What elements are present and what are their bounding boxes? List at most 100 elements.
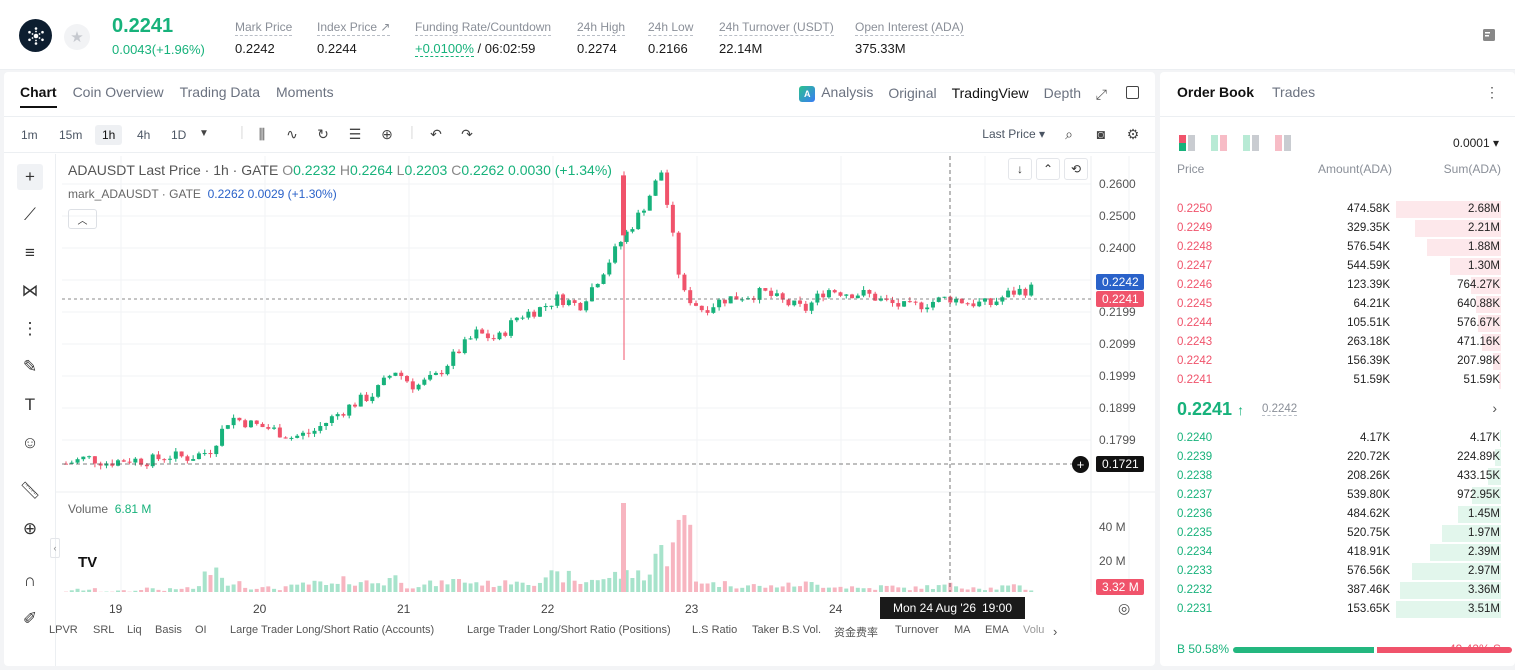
replay-icon[interactable]: ↻: [317, 126, 329, 142]
indicator-ema[interactable]: EMA: [985, 624, 1009, 636]
window-icon[interactable]: [1126, 86, 1139, 99]
precision-select[interactable]: 0.0001 ▾: [1452, 136, 1499, 150]
bid-row[interactable]: 0.2240 4.17K 4.17K: [1160, 429, 1515, 448]
timeframe-1h[interactable]: 1h: [95, 125, 123, 145]
tab-original[interactable]: Original: [888, 85, 937, 101]
indicator-large-trader-accounts[interactable]: Large Trader Long/Short Ratio (Accounts): [230, 624, 435, 636]
gear-icon[interactable]: ⚙: [1126, 126, 1140, 142]
bid-row[interactable]: 0.2238 208.26K 433.15K: [1160, 467, 1515, 486]
tab-trading-data[interactable]: Trading Data: [179, 84, 261, 100]
indicator-basis[interactable]: Basis: [155, 624, 182, 636]
timeframe-1d[interactable]: 1D: [171, 128, 187, 142]
bid-row[interactable]: 0.2233 576.56K 2.97M: [1160, 562, 1515, 581]
bid-row[interactable]: 0.2231 153.65K 3.51M: [1160, 600, 1515, 619]
ask-row[interactable]: 0.2249 329.35K 2.21M: [1160, 219, 1515, 238]
zoom-in-icon[interactable]: ⊕: [22, 519, 38, 538]
more-options-icon[interactable]: ⋮: [1485, 84, 1499, 100]
indicator-turnover[interactable]: Turnover: [895, 624, 939, 636]
timeframe-4h[interactable]: 4h: [137, 128, 151, 142]
add-alert-icon[interactable]: ⊕: [381, 126, 393, 142]
ask-row[interactable]: 0.2244 105.51K 576.67K: [1160, 314, 1515, 333]
ask-row[interactable]: 0.2241 51.59K 51.59K: [1160, 371, 1515, 390]
tab-depth[interactable]: Depth: [1043, 85, 1081, 101]
tab-coin-overview[interactable]: Coin Overview: [72, 84, 164, 100]
tab-chart[interactable]: Chart: [20, 84, 57, 108]
chevron-left-icon[interactable]: ‹: [50, 538, 60, 558]
indicator-srl[interactable]: SRL: [93, 624, 115, 636]
ask-row[interactable]: 0.2245 64.21K 640.88K: [1160, 295, 1515, 314]
fib-icon[interactable]: ⋮: [21, 319, 39, 338]
crosshair-icon[interactable]: +: [17, 164, 43, 190]
view-both-alt-icon[interactable]: [1211, 135, 1227, 151]
timeframe-15m[interactable]: 15m: [59, 128, 83, 142]
bid-row[interactable]: 0.2237 539.80K 972.95K: [1160, 486, 1515, 505]
ask-row[interactable]: 0.2248 576.54K 1.88M: [1160, 238, 1515, 257]
indicator-volume[interactable]: Volu: [1023, 624, 1045, 636]
trendline-icon[interactable]: ⟋: [24, 205, 36, 224]
undo-icon[interactable]: ↶: [430, 126, 442, 142]
add-order-icon[interactable]: +: [1072, 456, 1089, 473]
legend-low: 0.2203: [404, 162, 448, 178]
candle-body: [925, 307, 930, 310]
collapse-icon[interactable]: ⌃: [1036, 158, 1060, 180]
indicator-ma[interactable]: MA: [954, 624, 971, 636]
favorite-star-icon[interactable]: ★: [64, 24, 90, 50]
ruler-icon[interactable]: 📏︎: [19, 481, 41, 500]
tab-moments[interactable]: Moments: [276, 84, 334, 100]
settings-target-icon[interactable]: ◎: [1118, 600, 1131, 616]
horizontal-lines-icon[interactable]: ≡: [25, 243, 35, 262]
pattern-icon[interactable]: ⋈: [21, 281, 39, 300]
fit-screen-icon[interactable]: ⟲: [1064, 158, 1088, 180]
indicator-ls-ratio[interactable]: L.S Ratio: [692, 624, 738, 636]
bid-row[interactable]: 0.2234 418.91K 2.39M: [1160, 543, 1515, 562]
indicator-lpvr[interactable]: LPVR: [49, 624, 78, 636]
ask-row[interactable]: 0.2246 123.39K 764.27K: [1160, 276, 1515, 295]
indicator-taker-bs-vol[interactable]: Taker B.S Vol.: [752, 624, 822, 636]
candle-body: [243, 420, 248, 428]
tab-analysis[interactable]: A Analysis: [799, 84, 873, 102]
brush-icon[interactable]: ✎: [22, 357, 38, 376]
view-bids-icon[interactable]: [1243, 135, 1259, 151]
tab-tradingview[interactable]: TradingView: [951, 85, 1029, 101]
chevron-down-icon[interactable]: ▼: [199, 128, 209, 139]
indicator-funding-rate[interactable]: 资金费率: [834, 627, 878, 639]
bid-row[interactable]: 0.2236 484.62K 1.45M: [1160, 505, 1515, 524]
candle-body: [543, 305, 548, 308]
magnet-icon[interactable]: ∩: [23, 571, 37, 590]
ask-row[interactable]: 0.2242 156.39K 207.98K: [1160, 352, 1515, 371]
indicator-large-trader-positions[interactable]: Large Trader Long/Short Ratio (Positions…: [467, 624, 671, 636]
bid-row[interactable]: 0.2239 220.72K 224.89K: [1160, 448, 1515, 467]
ask-row[interactable]: 0.2243 263.18K 471.16K: [1160, 333, 1515, 352]
ask-row[interactable]: 0.2247 544.59K 1.30M: [1160, 257, 1515, 276]
stat-index-price[interactable]: Index Price ↗ 0.2244: [317, 18, 391, 56]
chevron-right-icon[interactable]: ›: [1053, 624, 1058, 639]
view-asks-icon[interactable]: [1275, 135, 1291, 151]
scroll-down-icon[interactable]: ↓: [1008, 158, 1032, 180]
candle-type-icon[interactable]: ⫼: [258, 126, 266, 142]
ask-row[interactable]: 0.2250 474.58K 2.68M: [1160, 200, 1515, 219]
fullscreen-icon[interactable]: ⤢: [1095, 86, 1107, 102]
bid-row[interactable]: 0.2235 520.75K 1.97M: [1160, 524, 1515, 543]
tab-trades[interactable]: Trades: [1272, 84, 1316, 100]
tab-order-book[interactable]: Order Book: [1177, 84, 1255, 100]
indicator-oi[interactable]: OI: [195, 624, 207, 636]
templates-icon[interactable]: ☰: [348, 126, 362, 142]
emoji-icon[interactable]: ☺: [21, 433, 39, 452]
text-tool-icon[interactable]: T: [24, 395, 36, 414]
indicator-liq[interactable]: Liq: [127, 624, 142, 636]
candle-body: [774, 293, 779, 296]
timeframe-1m[interactable]: 1m: [21, 128, 38, 142]
redo-icon[interactable]: ↷: [461, 126, 473, 142]
candlestick-chart[interactable]: [4, 72, 1155, 592]
view-both-icon[interactable]: [1179, 135, 1195, 151]
camera-icon[interactable]: ◙: [1096, 126, 1106, 142]
indicators-icon[interactable]: ∿: [286, 126, 298, 142]
pencil-icon[interactable]: ✐: [22, 609, 38, 628]
stat-label: 24h High: [577, 20, 626, 36]
bid-row[interactable]: 0.2232 387.46K 3.36M: [1160, 581, 1515, 600]
search-icon[interactable]: ⌕: [1065, 126, 1073, 142]
price-source-select[interactable]: Last Price ▾: [982, 127, 1045, 141]
book-icon[interactable]: [1482, 28, 1496, 42]
collapse-legend-button[interactable]: ︿: [68, 209, 97, 229]
chevron-right-icon[interactable]: ›: [1492, 400, 1497, 416]
